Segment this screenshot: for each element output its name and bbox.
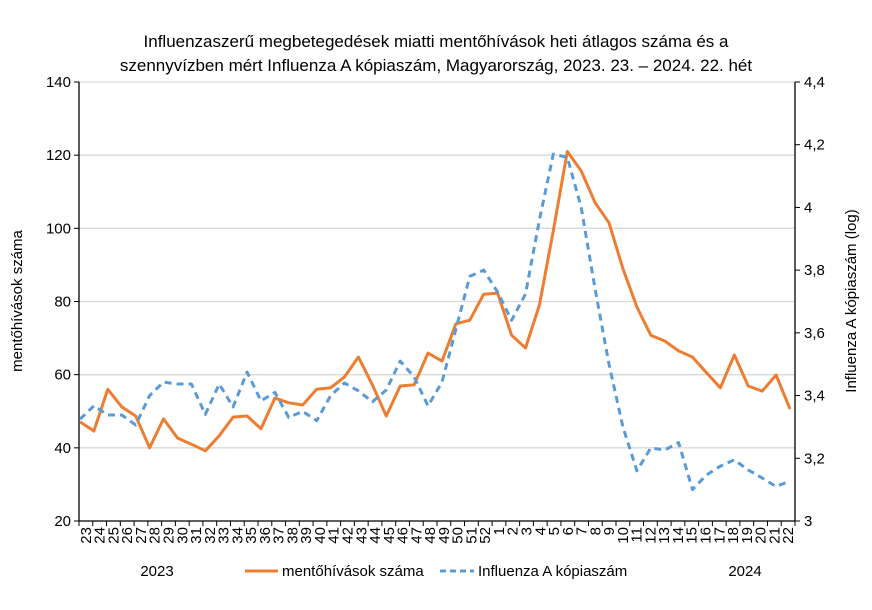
left-tick-label: 40 (54, 440, 71, 457)
series-line-calls (79, 150, 792, 453)
x-tick-label: 21 (766, 527, 783, 544)
x-tick-label: 26 (119, 527, 136, 544)
x-tick-label: 23 (78, 527, 95, 544)
x-tick-label: 31 (188, 527, 205, 544)
x-tick-label: 45 (381, 527, 398, 544)
chart-title-line-2: szennyvízben mért Influenza A kópiaszám,… (119, 56, 753, 75)
x-tick-label: 16 (698, 527, 715, 544)
x-tick-label: 9 (601, 527, 618, 535)
x-tick-label: 10 (615, 527, 632, 544)
x-tick-label: 43 (353, 527, 370, 544)
x-tick-label: 1 (491, 527, 508, 535)
x-tick-label: 22 (780, 527, 797, 544)
left-axis-label: mentőhívások száma (9, 229, 26, 371)
gridlines (79, 81, 795, 449)
legend: mentőhívások száma Influenza A kópiaszám (245, 563, 627, 580)
x-tick-label: 12 (642, 527, 659, 544)
right-tick-label: 3,8 (804, 262, 825, 279)
x-tick-label: 39 (298, 527, 315, 544)
x-tick-label: 27 (133, 527, 150, 544)
year-label-2024: 2024 (728, 563, 761, 580)
x-tick-label: 29 (161, 527, 178, 544)
x-tick-label: 20 (753, 527, 770, 544)
x-tick-label: 3 (519, 527, 536, 535)
x-tick-label: 13 (656, 527, 673, 544)
x-tick-label: 2 (505, 527, 522, 535)
x-tick-label: 6 (560, 527, 577, 535)
right-axis-label: Influenza A kópiaszám (log) (843, 209, 860, 392)
x-tick-label: 37 (271, 527, 288, 544)
x-tick-label: 8 (587, 527, 604, 535)
right-tick-label: 3 (804, 513, 812, 530)
left-tick-label: 120 (46, 147, 71, 164)
x-tick-label: 36 (257, 527, 274, 544)
right-tick-label: 3,4 (804, 388, 825, 405)
legend-label-calls: mentőhívások száma (282, 563, 424, 580)
legend-label-influenza: Influenza A kópiaszám (478, 563, 627, 580)
x-tick-label: 34 (229, 527, 246, 544)
x-tick-label: 5 (546, 527, 563, 535)
x-tick-label: 47 (408, 527, 425, 544)
right-tick-label: 3,2 (804, 450, 825, 467)
x-tick-label: 7 (574, 527, 591, 535)
chart-title: Influenzaszerű megbetegedések miatti men… (0, 30, 872, 78)
left-tick-label: 140 (46, 74, 71, 91)
x-tick-label: 15 (684, 527, 701, 544)
x-tick-label: 50 (450, 527, 467, 544)
year-label-2023: 2023 (140, 563, 173, 580)
x-tick-label: 11 (629, 527, 646, 543)
x-tick-label: 28 (147, 527, 164, 544)
right-tick-label: 3,6 (804, 325, 825, 342)
left-tick-label: 60 (54, 367, 71, 384)
x-tick-label: 38 (284, 527, 301, 544)
series-lines (78, 150, 792, 492)
chart-title-line-1: Influenzaszerű megbetegedések miatti men… (143, 32, 729, 51)
x-tick-label: 30 (174, 527, 191, 544)
x-tick-label: 33 (216, 527, 233, 544)
x-tick-label: 17 (711, 527, 728, 544)
x-tick-label: 42 (340, 527, 357, 544)
x-tick-label: 19 (739, 527, 756, 544)
x-tick-label: 40 (312, 527, 329, 544)
left-tick-label: 100 (46, 220, 71, 237)
x-tick-label: 32 (202, 527, 219, 544)
x-tick-label: 49 (436, 527, 453, 544)
right-tick-label: 4 (804, 199, 812, 216)
x-tick-label: 41 (326, 527, 343, 544)
x-tick-label: 48 (422, 527, 439, 544)
x-tick-label: 35 (243, 527, 260, 544)
x-tick-label: 25 (105, 527, 122, 544)
x-tick-label: 44 (367, 527, 384, 544)
x-tick-label: 24 (92, 527, 109, 544)
x-tick-label: 52 (477, 527, 494, 544)
x-tick-label: 51 (463, 527, 480, 544)
x-tick-label: 4 (532, 527, 549, 535)
tick-labels: 2040608010012014033,23,43,63,844,24,4232… (46, 74, 825, 544)
right-tick-label: 4,2 (804, 137, 825, 154)
right-tick-label: 4,4 (804, 74, 825, 91)
series-line-influenza (78, 152, 791, 492)
x-tick-label: 46 (395, 527, 412, 544)
x-tick-label: 18 (725, 527, 742, 544)
x-tick-label: 14 (670, 527, 687, 544)
left-tick-label: 80 (54, 294, 71, 311)
left-tick-label: 20 (54, 513, 71, 530)
axes (74, 81, 800, 526)
